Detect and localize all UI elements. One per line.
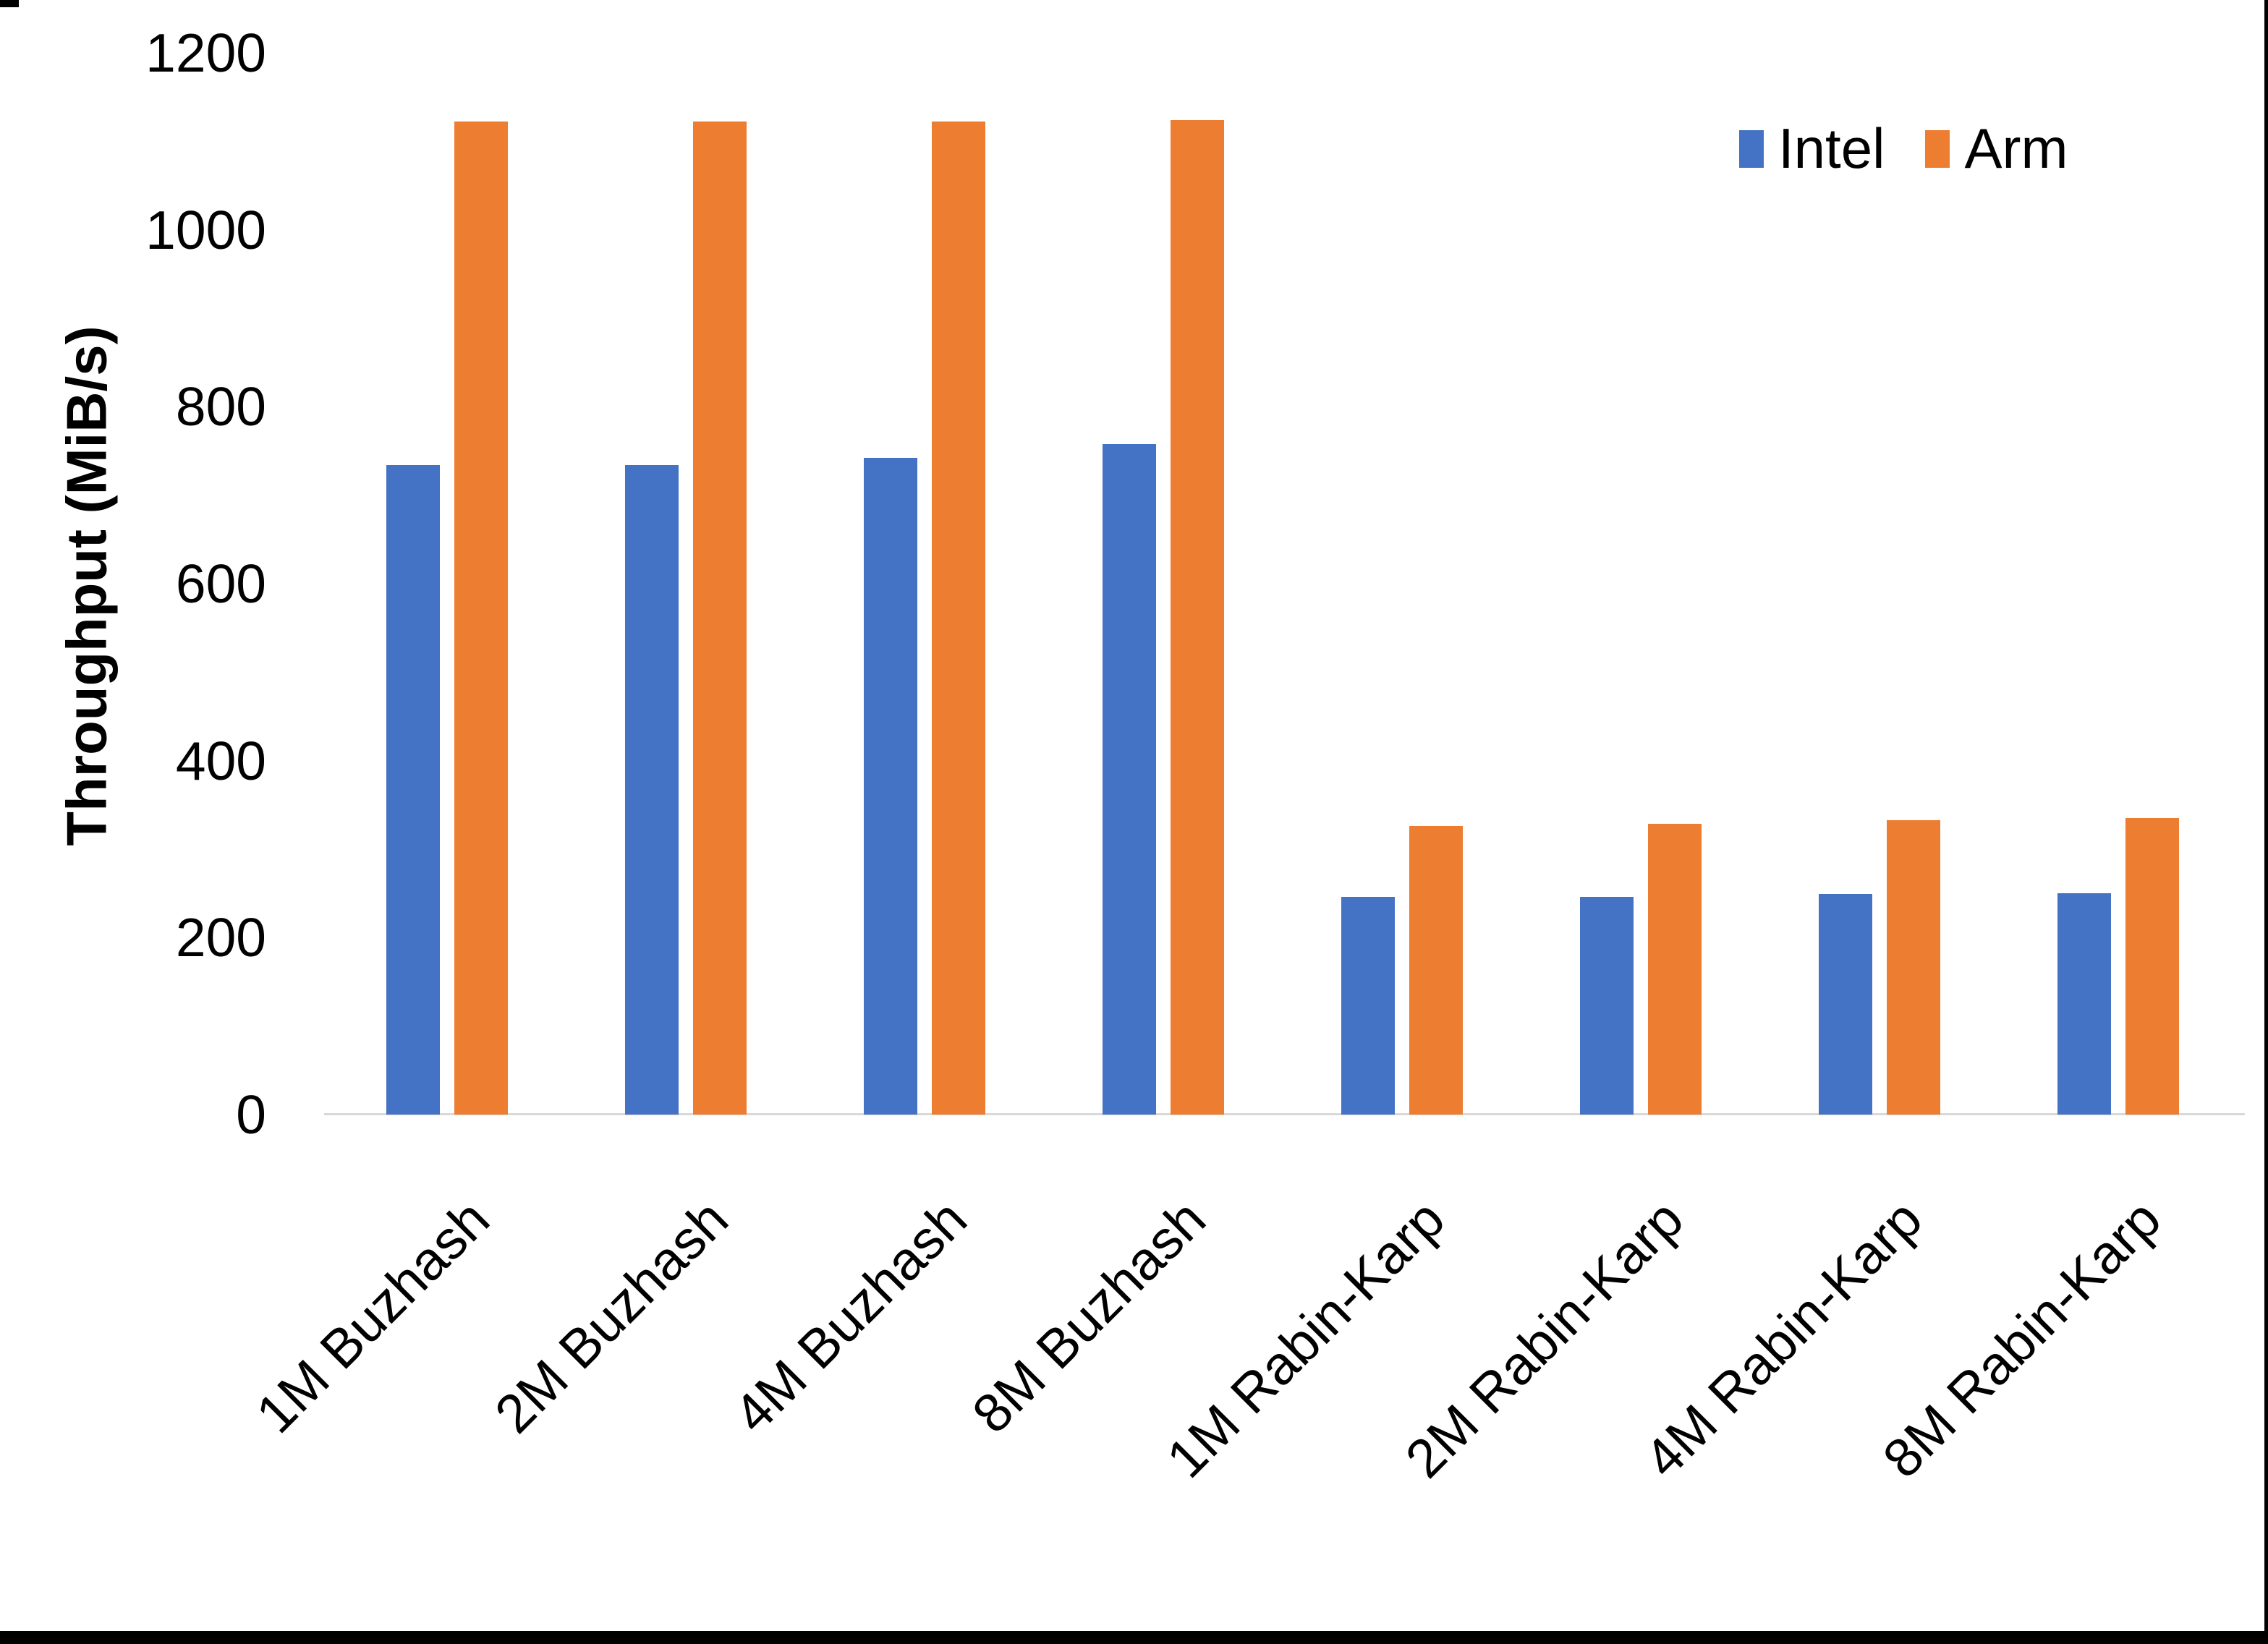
bar-intel-1m-rabin-karp — [1341, 897, 1395, 1115]
x-label-2m-buzhash: 2M Buzhash — [483, 1188, 740, 1444]
bar-arm-4m-rabin-karp — [1887, 819, 1940, 1115]
bar-intel-4m-rabin-karp — [1819, 894, 1872, 1115]
y-tick-label-1000: 1000 — [145, 199, 266, 260]
bar-arm-1m-rabin-karp — [1409, 826, 1463, 1115]
legend-swatch-arm — [1925, 129, 1950, 168]
y-tick-label-800: 800 — [175, 376, 266, 438]
bar-intel-8m-buzhash — [1103, 443, 1156, 1115]
screenshot-bottom-border — [0, 1631, 2268, 1644]
y-tick-label-1200: 1200 — [145, 22, 266, 83]
screenshot-corner-mark — [0, 0, 19, 7]
bar-intel-8m-rabin-karp — [2057, 893, 2111, 1115]
legend: Intel Arm — [1739, 116, 2068, 182]
x-label-1m-buzhash: 1M Buzhash — [244, 1188, 501, 1444]
bar-arm-2m-buzhash — [693, 122, 747, 1115]
bar-arm-8m-buzhash — [1171, 119, 1224, 1115]
y-tick-label-400: 400 — [175, 730, 266, 791]
y-tick-label-600: 600 — [175, 553, 266, 614]
screenshot-right-border — [2264, 0, 2268, 1644]
legend-label-intel: Intel — [1778, 116, 1885, 180]
x-label-4m-buzhash: 4M Buzhash — [721, 1188, 979, 1444]
bar-intel-4m-buzhash — [864, 458, 917, 1115]
y-tick-label-0: 0 — [236, 1084, 266, 1145]
bar-arm-1m-buzhash — [454, 122, 508, 1115]
legend-swatch-intel — [1739, 129, 1764, 168]
x-label-8m-buzhash: 8M Buzhash — [960, 1188, 1218, 1444]
bar-intel-2m-rabin-karp — [1580, 897, 1634, 1115]
y-tick-label-200: 200 — [175, 907, 266, 968]
bar-intel-2m-buzhash — [625, 465, 679, 1115]
legend-label-arm: Arm — [1964, 116, 2068, 180]
bar-arm-8m-rabin-karp — [2125, 818, 2179, 1115]
bar-arm-2m-rabin-karp — [1648, 823, 1702, 1115]
bar-arm-4m-buzhash — [932, 122, 985, 1115]
x-axis-line — [324, 1113, 2245, 1115]
bar-intel-1m-buzhash — [386, 465, 440, 1115]
